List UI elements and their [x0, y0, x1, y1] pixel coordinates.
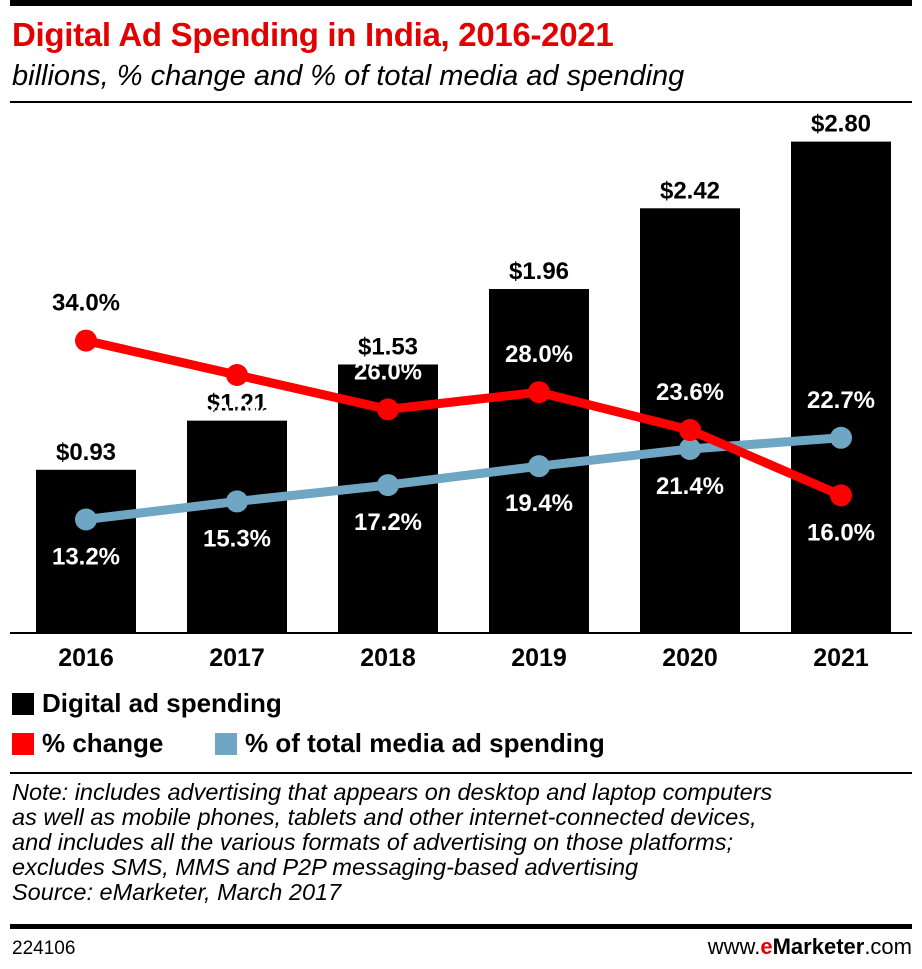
share-point	[377, 474, 399, 497]
legend-swatch-share	[215, 732, 237, 755]
change-line	[81, 336, 846, 500]
share-value-label: 17.2%	[354, 509, 422, 536]
bar-value-label: $2.42	[660, 177, 720, 204]
brand-e: e	[760, 934, 773, 959]
share-point	[528, 455, 550, 478]
change-point	[226, 364, 248, 386]
share-value-label: 13.2%	[52, 543, 120, 570]
note-line: excludes SMS, MMS and P2P messaging-base…	[12, 854, 639, 880]
x-tick-label: 2019	[511, 644, 567, 672]
x-tick-label: 2016	[58, 644, 114, 672]
top-rule	[10, 0, 912, 6]
chart-area: $0.93 $1.21 $1.53 $1.96 $2.42 $2.80 2016 2017 20…	[10, 111, 912, 672]
share-point	[679, 437, 701, 460]
bar-value-label: $1.21	[207, 390, 267, 417]
x-tick-label: 2020	[662, 644, 718, 672]
chart-id: 224106	[12, 938, 76, 959]
bar-value-label: $2.80	[811, 111, 871, 138]
brand-name: Marketer	[772, 934, 865, 959]
change-value-label: 28.0%	[505, 341, 573, 368]
share-value-label: 22.7%	[807, 387, 875, 414]
change-point	[679, 419, 701, 442]
source-line: Source: eMarketer, March 2017	[12, 879, 342, 905]
change-point	[377, 398, 399, 421]
change-point	[528, 381, 550, 404]
brand-suffix: .com	[864, 934, 912, 959]
change-value-label: 26.0%	[354, 358, 422, 385]
share-point	[830, 426, 852, 449]
share-value-label: 21.4%	[656, 473, 724, 500]
x-tick-label: 2021	[813, 644, 869, 672]
note-line: Note: includes advertising that appears …	[12, 779, 773, 805]
change-value-label: 23.6%	[656, 379, 724, 406]
note-line: and includes all the various formats of …	[12, 829, 734, 855]
bar-value-label: $1.53	[358, 333, 418, 360]
change-value-label: 30.0%	[203, 399, 271, 426]
change-point	[75, 329, 97, 352]
footer-rule	[10, 924, 912, 929]
share-value-label: 19.4%	[505, 490, 573, 517]
change-value-label: 34.0%	[52, 290, 120, 317]
legend-label-spending: Digital ad spending	[42, 688, 282, 718]
brand-prefix: www.	[707, 934, 761, 959]
chart-title: Digital Ad Spending in India, 2016-2021	[12, 16, 614, 53]
legend-item-share: % of total media ad spending	[215, 728, 605, 759]
bar	[791, 141, 891, 633]
legend-swatch-spending	[12, 692, 34, 715]
change-point	[830, 484, 852, 507]
chart-note: Note: includes advertising that appears …	[12, 780, 912, 905]
header-divider	[10, 101, 912, 103]
legend-label-share: % of total media ad spending	[245, 728, 605, 758]
legend-swatch-change	[12, 732, 34, 755]
chart-subtitle: billions, % change and % of total media …	[12, 60, 685, 92]
share-value-label: 15.3%	[203, 525, 271, 552]
bar	[36, 469, 136, 633]
legend-label-change: % change	[42, 728, 164, 758]
x-tick-label: 2017	[209, 644, 265, 672]
share-point	[75, 508, 97, 531]
note-line: as well as mobile phones, tablets and ot…	[12, 804, 757, 830]
change-value-label: 16.0%	[807, 519, 875, 546]
legend-item-change: % change	[12, 728, 163, 759]
legend-item-spending: Digital ad spending	[12, 688, 282, 719]
x-tick-label: 2018	[360, 644, 416, 672]
bar-value-label: $1.96	[509, 258, 569, 285]
bar	[187, 420, 287, 633]
bar-value-label: $0.93	[56, 439, 116, 466]
note-divider	[10, 772, 912, 774]
share-line	[81, 433, 846, 524]
share-point	[226, 490, 248, 513]
brand-logo[interactable]: www.eMarketer.com	[708, 934, 912, 960]
